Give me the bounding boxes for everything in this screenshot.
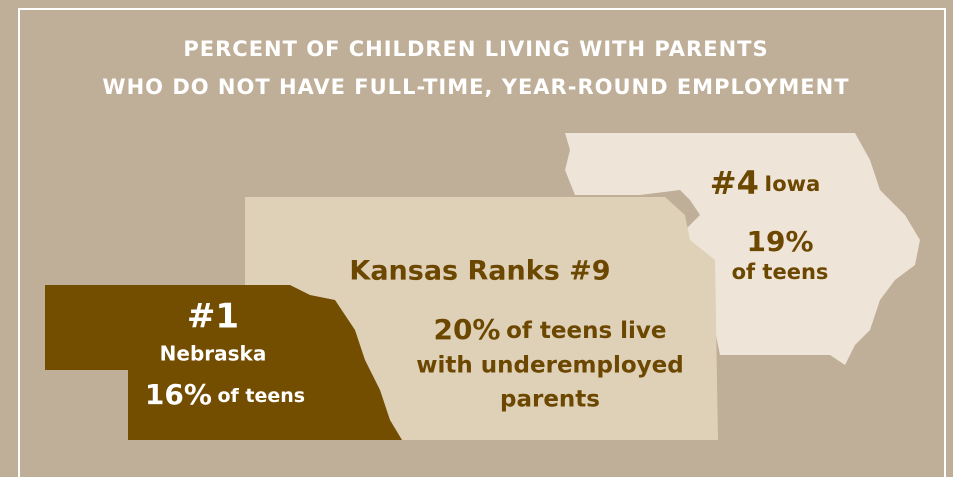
frame: [18, 8, 946, 477]
kansas-stat: 20% of teens live: [433, 313, 666, 346]
iowa-shape: [565, 133, 920, 365]
nebraska-name: Nebraska: [160, 342, 267, 366]
nebraska-stat: 16% of teens: [145, 378, 305, 411]
iowa-name: Iowa: [764, 172, 820, 196]
kansas-heading: Kansas Ranks #9: [349, 256, 610, 287]
title-line: WHO DO NOT HAVE FULL-TIME, YEAR-ROUND EM…: [102, 75, 849, 99]
title-line: PERCENT OF CHILDREN LIVING WITH PARENTS: [183, 37, 768, 61]
iowa-heading: #4 Iowa: [710, 164, 820, 202]
kansas-line: of teens live: [506, 318, 666, 344]
nebraska-shape: [45, 285, 402, 440]
nebraska-rank: #1: [187, 297, 239, 337]
iowa-text: of teens: [732, 260, 829, 284]
kansas-percent: 20%: [433, 313, 500, 346]
nebraska-text: of teens: [217, 385, 305, 407]
iowa-rank: #4: [710, 164, 759, 202]
kansas-line: parents: [500, 387, 600, 413]
kansas-line: with underemployed: [416, 353, 683, 379]
iowa-percent: 19%: [746, 225, 813, 258]
nebraska-percent: 16%: [145, 378, 212, 411]
